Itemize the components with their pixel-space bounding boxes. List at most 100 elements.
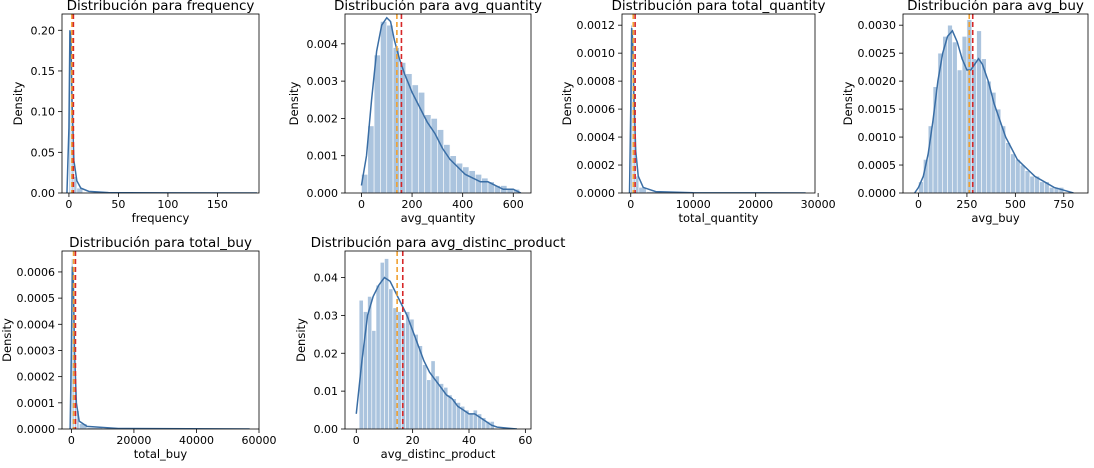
chart-title: Distribución para avg_quantity bbox=[334, 0, 542, 14]
x-tick-label: 30000 bbox=[801, 198, 836, 211]
x-tick-label: 100 bbox=[157, 198, 178, 211]
plot-area bbox=[914, 14, 1074, 193]
y-tick-label: 0.0010 bbox=[577, 47, 616, 60]
histogram-bar bbox=[1010, 153, 1016, 193]
x-tick-label: 250 bbox=[956, 198, 977, 211]
y-tick-label: 0.03 bbox=[314, 309, 339, 322]
plot-area bbox=[355, 251, 517, 429]
x-tick-label: 60000 bbox=[242, 434, 277, 447]
y-tick-label: 0.0000 bbox=[17, 423, 56, 436]
y-tick-label: 0.10 bbox=[31, 106, 56, 119]
histogram-bar bbox=[1039, 181, 1045, 193]
y-tick-label: 0.00 bbox=[314, 423, 339, 436]
x-tick-label: 60 bbox=[518, 434, 532, 447]
chart-title: Distribución para total_buy bbox=[69, 235, 252, 251]
x-axis-label: avg_quantity bbox=[401, 211, 476, 225]
x-tick-label: 20000 bbox=[116, 434, 151, 447]
y-axis-label: Density bbox=[294, 318, 308, 362]
y-tick-label: 0.002 bbox=[307, 112, 339, 125]
histogram-bar bbox=[413, 334, 419, 429]
x-tick-label: 0 bbox=[627, 198, 634, 211]
y-tick-label: 0.0004 bbox=[577, 131, 616, 144]
histogram-bar bbox=[462, 166, 470, 193]
x-tick-label: 0 bbox=[915, 198, 922, 211]
histogram-bar bbox=[947, 24, 953, 193]
kde-line bbox=[628, 27, 806, 193]
axes-frame bbox=[61, 250, 260, 430]
kde-line bbox=[914, 29, 1074, 193]
y-tick-label: 0.05 bbox=[31, 146, 56, 159]
x-tick-label: 500 bbox=[1005, 198, 1026, 211]
x-tick-label: 20000 bbox=[738, 198, 773, 211]
histogram-bar bbox=[388, 288, 394, 429]
chart-4: 0 250 500 750 0.0000 0.0005 0.0010 0.0015 0.0020… bbox=[841, 0, 1089, 225]
kde-line bbox=[66, 30, 258, 193]
axes-frame bbox=[621, 13, 816, 194]
histogram-bar bbox=[942, 36, 948, 193]
axes-frame bbox=[61, 13, 260, 194]
kde-line bbox=[69, 266, 250, 429]
x-tick-label: 150 bbox=[207, 198, 228, 211]
plot-area bbox=[69, 251, 250, 429]
x-tick-label: 0 bbox=[353, 434, 360, 447]
y-axis-label: Density bbox=[0, 318, 14, 362]
chart-title: Distribución para frequency bbox=[67, 0, 255, 14]
y-tick-label: 0.003 bbox=[307, 75, 339, 88]
histogram-bar bbox=[380, 21, 388, 193]
x-tick-label: 0 bbox=[68, 434, 75, 447]
x-axis-label: total_quantity bbox=[679, 211, 759, 225]
histogram-bar bbox=[956, 69, 963, 193]
x-axis-label: avg_buy bbox=[971, 211, 1019, 225]
y-axis-label: Density bbox=[11, 81, 25, 125]
histogram-bar bbox=[635, 175, 640, 193]
y-tick-label: 0.0012 bbox=[577, 19, 616, 32]
x-axis-label: frequency bbox=[132, 211, 190, 225]
y-tick-label: 0.0010 bbox=[858, 131, 897, 144]
y-tick-label: 0.000 bbox=[307, 187, 339, 200]
chart-5: 0 20000 40000 60000 0.0000 0.0001 0.0002 0.0003… bbox=[0, 235, 277, 461]
y-tick-label: 0.0025 bbox=[858, 47, 897, 60]
histogram-bar bbox=[411, 84, 419, 193]
axes-frame bbox=[344, 13, 532, 194]
histogram-bar bbox=[1019, 164, 1026, 193]
y-tick-label: 0.00 bbox=[31, 187, 56, 200]
x-tick-label: 40000 bbox=[179, 434, 214, 447]
chart-3: 0 10000 20000 30000 0.0000 0.0002 0.0004 0.0006… bbox=[560, 0, 836, 225]
x-tick-label: 10000 bbox=[676, 198, 711, 211]
histogram-bar bbox=[981, 58, 987, 193]
histogram-bar bbox=[1005, 142, 1011, 193]
y-tick-label: 0.0030 bbox=[858, 19, 897, 32]
y-tick-label: 0.15 bbox=[31, 65, 56, 78]
x-tick-label: 50 bbox=[111, 198, 125, 211]
y-tick-label: 0.0008 bbox=[577, 75, 616, 88]
histogram-bar bbox=[386, 24, 394, 193]
y-tick-label: 0.0006 bbox=[577, 103, 616, 116]
histogram-bar bbox=[447, 394, 453, 429]
plot-area bbox=[360, 14, 522, 193]
x-axis-label: total_buy bbox=[134, 447, 188, 461]
x-tick-label: 200 bbox=[402, 198, 423, 211]
axes-frame bbox=[344, 250, 532, 430]
y-axis-label: Density bbox=[287, 81, 301, 125]
chart-title: Distribución para avg_buy bbox=[907, 0, 1084, 14]
chart-title: Distribución para total_quantity bbox=[611, 0, 825, 14]
y-tick-label: 0.0002 bbox=[17, 371, 56, 384]
y-tick-label: 0.0015 bbox=[858, 103, 897, 116]
histogram-bar bbox=[379, 262, 385, 429]
histogram-bar bbox=[384, 258, 389, 429]
histogram-bar bbox=[430, 360, 436, 429]
histogram-bar bbox=[468, 170, 476, 193]
histogram-bar bbox=[1015, 159, 1021, 193]
kde-line bbox=[355, 276, 517, 429]
y-tick-label: 0.001 bbox=[307, 150, 339, 163]
histogram-bar bbox=[481, 177, 489, 193]
histogram-bar bbox=[475, 174, 482, 193]
plot-area bbox=[628, 14, 806, 193]
y-tick-label: 0.04 bbox=[314, 272, 339, 285]
histogram-bar bbox=[417, 345, 423, 429]
y-tick-label: 0.0000 bbox=[577, 187, 616, 200]
histogram-bar bbox=[976, 30, 982, 193]
y-tick-label: 0.0005 bbox=[858, 159, 897, 172]
histogram-bar bbox=[468, 413, 474, 429]
histogram-bar bbox=[422, 364, 428, 429]
